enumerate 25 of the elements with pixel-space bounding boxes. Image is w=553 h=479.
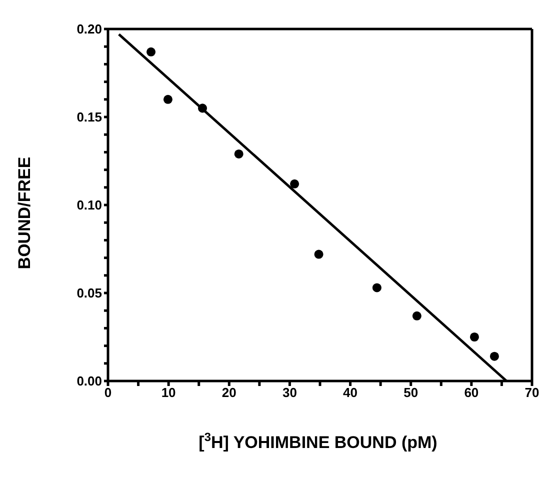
point: [372, 283, 382, 292]
point: [314, 250, 324, 259]
point: [412, 311, 422, 320]
y-tick-label: 0.05: [76, 286, 102, 301]
point: [470, 332, 479, 342]
y-tick-label: 0.15: [76, 110, 102, 125]
x-tick-label: 70: [524, 385, 540, 400]
x-tick-label: 50: [404, 385, 418, 400]
x-tick-label: 0: [104, 385, 112, 400]
y-tick-label: 0.00: [76, 374, 102, 389]
x-tick-label: 30: [282, 385, 297, 400]
point: [163, 94, 172, 104]
y-tick-label: 0.10: [76, 198, 102, 213]
x-tick-label: 60: [464, 385, 479, 400]
x-axis-title: [$^{3}$H] YOHIMBINE BOUND (pM): [198, 430, 438, 452]
point: [198, 104, 208, 113]
point: [490, 352, 499, 361]
x-tick-label: 20: [222, 385, 236, 400]
x-tick-label: 40: [343, 385, 358, 400]
x-tick-label: 10: [161, 385, 176, 400]
y-axis-title: BOUND/FREE: [15, 156, 34, 270]
point: [234, 149, 244, 158]
point: [290, 179, 300, 188]
y-tick-label: 0.20: [76, 22, 102, 37]
point: [146, 47, 156, 56]
